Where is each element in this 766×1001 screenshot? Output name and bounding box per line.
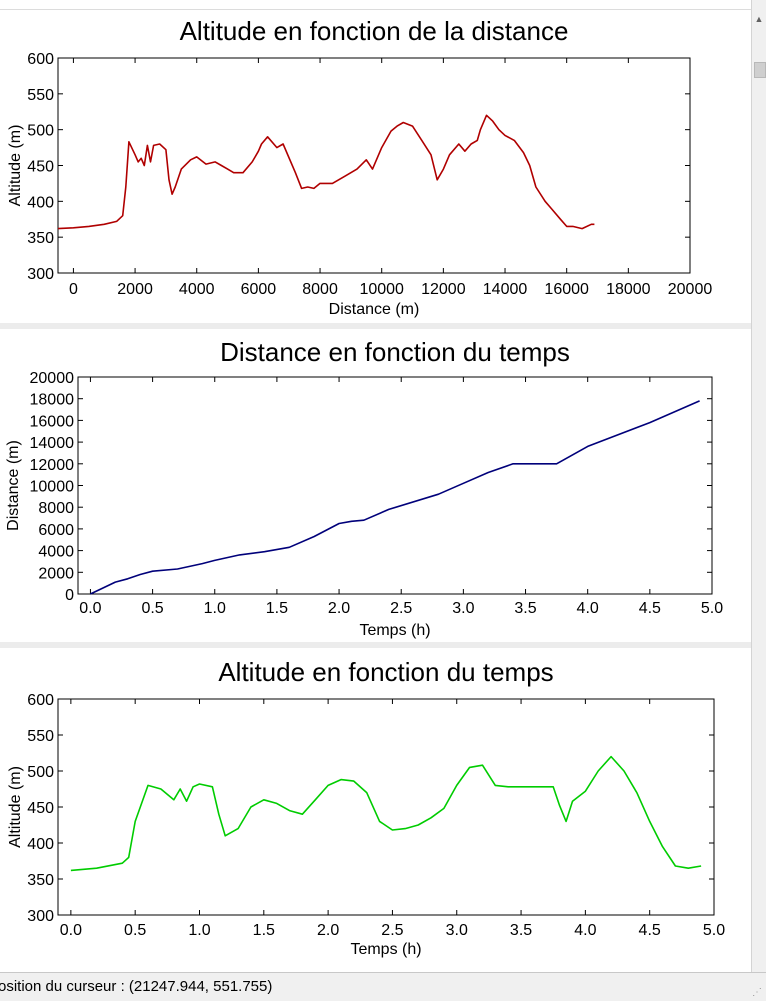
chart-panel-distance-time: Distance en fonction du temps 0 2000 4000 60… <box>0 329 752 641</box>
x-tick-label: 2.0 <box>317 922 339 939</box>
y-tick-label: 400 <box>27 194 54 211</box>
x-tick-label: 2000 <box>117 281 153 298</box>
x-tick-label: 3.5 <box>510 922 532 939</box>
y-tick-label: 350 <box>27 872 54 889</box>
x-tick-label: 0.0 <box>79 600 101 617</box>
y-tick-label: 14000 <box>30 435 75 452</box>
x-tick-label: 12000 <box>421 281 466 298</box>
plot-frame <box>57 698 715 916</box>
x-tick-label: 14000 <box>483 281 528 298</box>
panel-separator <box>0 323 752 329</box>
y-tick-label: 0 <box>65 587 74 604</box>
x-tick-label: 4.0 <box>574 922 596 939</box>
x-axis-label: Temps (h) <box>350 941 421 958</box>
x-tick-label: 1.5 <box>253 922 275 939</box>
x-tick-label: 6000 <box>241 281 277 298</box>
y-tick-label: 16000 <box>30 413 75 430</box>
x-tick-label: 3.5 <box>514 600 536 617</box>
window-top-strip <box>0 0 752 10</box>
y-tick-label: 12000 <box>30 457 75 474</box>
x-tick-label: 0.5 <box>124 922 146 939</box>
x-axis-label: Distance (m) <box>329 301 420 318</box>
x-tick-label: 2.0 <box>328 600 350 617</box>
y-tick-label: 10000 <box>30 479 75 496</box>
x-tick-label: 20000 <box>668 281 713 298</box>
y-tick-label: 600 <box>27 51 54 68</box>
y-tick-label: 450 <box>27 159 54 176</box>
y-tick-label: 450 <box>27 800 54 817</box>
chart-distance-vs-time: Distance en fonction du temps 0 2000 4000 60… <box>5 337 723 639</box>
status-bar: osition du curseur : (21247.944, 551.755… <box>0 972 766 1001</box>
y-tick-label: 6000 <box>38 522 74 539</box>
vertical-scrollbar[interactable]: ▲ <box>751 0 766 972</box>
x-tick-label: 8000 <box>302 281 338 298</box>
y-tick-label: 8000 <box>38 500 74 517</box>
y-tick-label: 4000 <box>38 544 74 561</box>
x-tick-label: 4000 <box>179 281 215 298</box>
x-tick-label: 4.0 <box>577 600 599 617</box>
x-tick-label: 18000 <box>606 281 651 298</box>
y-axis-label: Distance (m) <box>5 440 22 531</box>
y-tick-label: 20000 <box>30 370 75 387</box>
chart-panel-altitude-time: Altitude en fonction du temps 300 350 400 45… <box>0 648 752 970</box>
y-tick-label: 600 <box>27 692 54 709</box>
x-axis-label: Temps (h) <box>359 622 430 639</box>
x-tick-label: 16000 <box>544 281 589 298</box>
y-axis-label: Altitude (m) <box>7 125 24 207</box>
cursor-position-text: osition du curseur : (21247.944, 551.755… <box>0 978 273 995</box>
chart-title: Altitude en fonction de la distance <box>180 16 569 46</box>
x-tick-label: 2.5 <box>390 600 412 617</box>
x-tick-label: 5.0 <box>703 922 725 939</box>
scrollbar-thumb[interactable] <box>754 62 766 78</box>
x-tick-label: 1.0 <box>188 922 210 939</box>
y-tick-label: 300 <box>27 908 54 925</box>
x-tick-label: 3.0 <box>452 600 474 617</box>
y-tick-label: 350 <box>27 230 54 247</box>
x-tick-label: 0.0 <box>60 922 82 939</box>
series-line <box>70 755 702 872</box>
x-tick-label: 1.5 <box>266 600 288 617</box>
y-tick-label: 500 <box>27 764 54 781</box>
chart-altitude-vs-time: Altitude en fonction du temps 300 350 400 45… <box>7 657 725 958</box>
y-tick-label: 400 <box>27 836 54 853</box>
x-tick-label: 10000 <box>359 281 404 298</box>
x-tick-label: 4.5 <box>639 600 661 617</box>
x-tick-label: 3.0 <box>446 922 468 939</box>
chart-panel-altitude-distance: Altitude en fonction de la distance 300 35… <box>0 10 752 322</box>
y-tick-label: 500 <box>27 123 54 140</box>
plot-frame <box>77 376 713 595</box>
x-tick-label: 0 <box>69 281 78 298</box>
y-axis-label: Altitude (m) <box>7 766 24 848</box>
x-tick-label: 5.0 <box>701 600 723 617</box>
x-tick-label: 2.5 <box>381 922 403 939</box>
chart-altitude-vs-distance: Altitude en fonction de la distance 300 35… <box>7 16 713 318</box>
x-tick-label: 4.5 <box>639 922 661 939</box>
y-tick-label: 2000 <box>38 565 74 582</box>
y-tick-label: 18000 <box>30 392 75 409</box>
chart-title: Altitude en fonction du temps <box>218 657 553 687</box>
series-line <box>57 114 595 230</box>
panel-separator <box>0 642 752 648</box>
scroll-up-arrow-icon[interactable]: ▲ <box>754 14 764 24</box>
resize-grip-icon[interactable]: ⋰ <box>752 987 762 998</box>
y-tick-label: 550 <box>27 87 54 104</box>
y-tick-label: 550 <box>27 728 54 745</box>
y-tick-label: 300 <box>27 266 54 283</box>
x-tick-label: 0.5 <box>141 600 163 617</box>
series-line <box>90 400 700 595</box>
chart-title: Distance en fonction du temps <box>220 337 570 367</box>
x-tick-label: 1.0 <box>204 600 226 617</box>
